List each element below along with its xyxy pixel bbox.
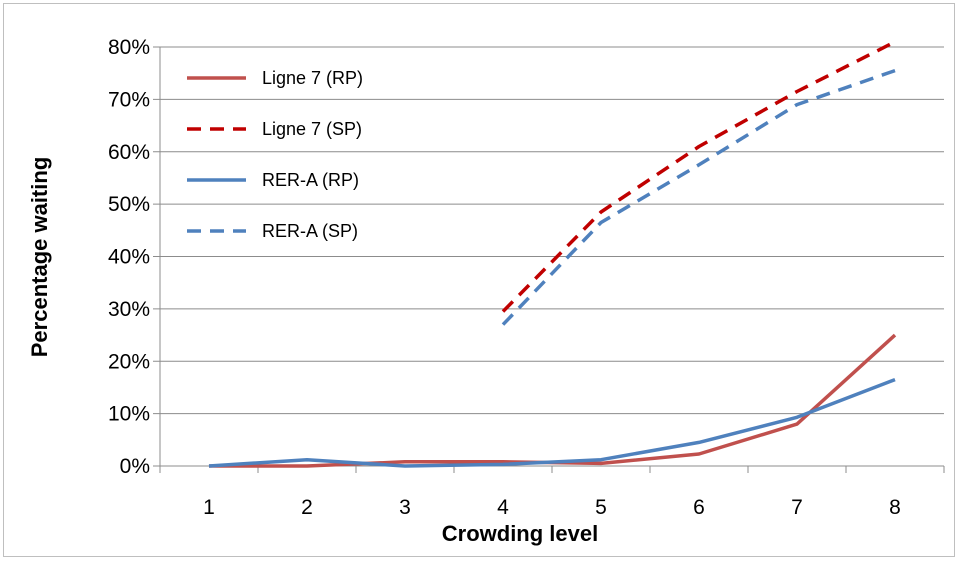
series-line	[501, 68, 896, 326]
y-tick-label: 50%	[108, 193, 150, 216]
y-tick-label: 40%	[108, 246, 150, 269]
x-tick-label: 5	[595, 496, 607, 519]
gridlines	[153, 46, 944, 467]
y-tick-label: 80%	[108, 36, 150, 59]
x-tick-label: 8	[889, 496, 901, 519]
y-tick-label: 70%	[108, 88, 150, 111]
y-tick-labels: 0% 10% 20% 30% 40% 50% 60% 70% 80%	[108, 36, 150, 478]
x-tick-label: 1	[203, 496, 215, 519]
series-lines	[208, 40, 897, 468]
x-tick-label: 3	[399, 496, 411, 519]
y-tick-label: 0%	[120, 455, 150, 478]
x-tick-label: 6	[693, 496, 705, 519]
legend-label: RER-A (RP)	[262, 170, 359, 190]
legend-label: RER-A (SP)	[262, 221, 358, 241]
y-tick-label: 30%	[108, 298, 150, 321]
series-line	[208, 377, 896, 468]
x-tick-label: 4	[497, 496, 509, 519]
x-tick-label: 2	[301, 496, 313, 519]
y-tick-label: 60%	[108, 141, 150, 164]
x-tick-label: 7	[791, 496, 803, 519]
y-tick-label: 10%	[108, 403, 150, 426]
series-line	[209, 333, 897, 468]
legend: Ligne 7 (RP) Ligne 7 (SP) RER-A (RP) RER-A …	[187, 68, 363, 241]
series-line	[501, 40, 896, 313]
y-axis-title: Percentage waiting	[27, 157, 52, 358]
legend-label: Ligne 7 (SP)	[262, 119, 362, 139]
x-tick-labels: 1 2 3 4 5 6 7 8	[203, 496, 901, 519]
legend-label: Ligne 7 (RP)	[262, 68, 363, 88]
y-tick-label: 20%	[108, 350, 150, 373]
x-axis-title: Crowding level	[442, 521, 598, 546]
